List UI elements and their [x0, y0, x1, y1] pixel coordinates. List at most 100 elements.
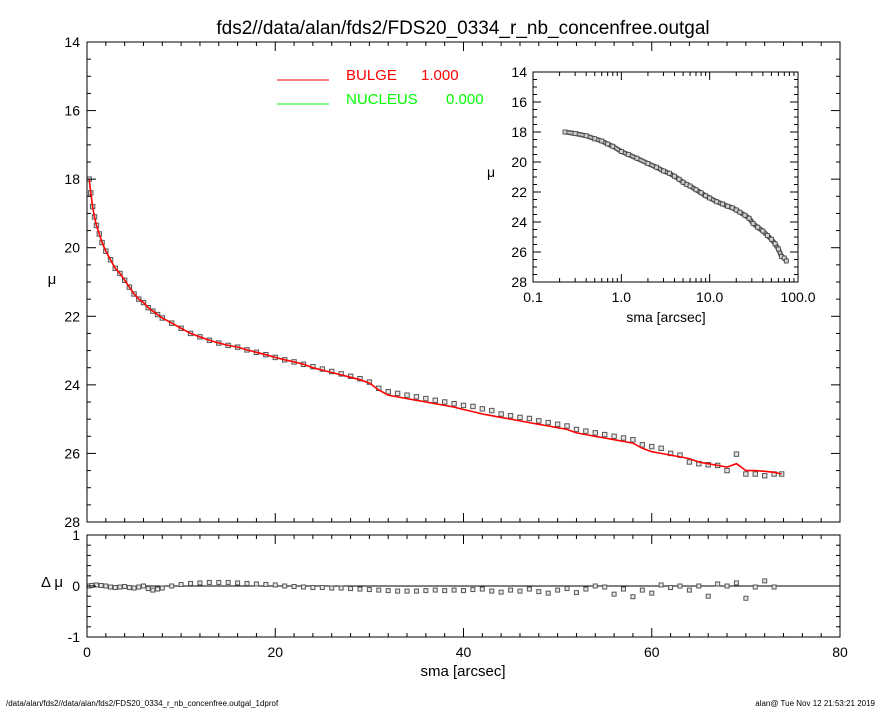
residual-point — [686, 587, 692, 593]
residual-point — [310, 585, 316, 591]
residual-point — [155, 586, 161, 592]
inset-y-tick-label: 14 — [511, 64, 527, 80]
main-y-tick-label: 14 — [64, 34, 80, 50]
residual-point — [235, 580, 241, 586]
residual-point — [752, 584, 758, 590]
data-point — [413, 394, 420, 400]
data-point — [762, 473, 768, 479]
residual-point — [225, 579, 231, 585]
residual-point — [117, 584, 123, 590]
residual-point — [253, 581, 259, 587]
residual-point — [658, 582, 664, 588]
inset-data-point — [760, 228, 766, 234]
inset-y-tick-label: 16 — [511, 94, 527, 110]
residual-point — [668, 585, 674, 591]
data-point — [649, 443, 655, 450]
inset-y-tick-label: 18 — [511, 124, 527, 140]
residual-point — [348, 586, 354, 592]
residual-point — [715, 581, 721, 587]
main-y-tick-label: 18 — [64, 171, 80, 187]
inset-y-tick-label: 22 — [511, 184, 527, 200]
inset-y-tick-label: 20 — [511, 154, 527, 170]
residual-point — [385, 588, 391, 594]
residual-point — [112, 585, 118, 591]
inset-data-point — [610, 143, 616, 149]
residual-point — [743, 595, 749, 601]
residual-point — [244, 580, 250, 586]
residual-y-tick-label: 0 — [72, 578, 80, 594]
inset-data-point — [764, 233, 770, 238]
residual-point — [357, 586, 363, 592]
inset-data-point — [737, 209, 743, 215]
main-y-tick-label: 28 — [64, 514, 80, 530]
inset-data-point — [742, 212, 748, 218]
inset-data-point — [592, 136, 598, 142]
inset-data-point — [676, 176, 682, 182]
main-y-tick-label: 24 — [64, 377, 80, 393]
residual-point — [216, 579, 222, 585]
data-point — [507, 413, 514, 419]
residual-point — [705, 593, 711, 599]
residual-point — [197, 580, 203, 586]
inset-data-point — [693, 187, 699, 193]
residual-point — [461, 588, 466, 594]
inset-data-point — [572, 131, 578, 136]
residual-point — [150, 587, 156, 593]
residual-point — [145, 586, 151, 592]
data-point — [526, 415, 533, 422]
chart-title: fds2//data/alan/fds2/FDS20_0334_r_nb_con… — [216, 18, 709, 39]
bulge-model-line — [88, 179, 782, 475]
data-point — [423, 395, 429, 402]
inset-profile-band — [562, 129, 789, 264]
main-plot: 14 16 18 20 22 24 26 28 μ BULGE 1.000 NUCLEUS 0… — [48, 34, 841, 530]
residual-point — [188, 580, 194, 586]
data-point — [385, 389, 391, 395]
residual-point — [169, 583, 175, 589]
inset-plot-frame — [532, 71, 799, 283]
residual-point — [206, 579, 212, 585]
data-point — [620, 435, 627, 441]
inset-profile-core — [564, 131, 788, 262]
inset-data-point — [769, 236, 774, 242]
residual-point — [639, 587, 645, 593]
residual-point — [649, 590, 655, 596]
legend-label-bulge: BULGE — [346, 67, 397, 84]
inset-x-axis-label: sma [arcsec] — [626, 309, 705, 325]
residual-point — [122, 584, 128, 590]
data-point — [573, 426, 580, 433]
inset-data-point — [746, 215, 752, 221]
residual-point — [140, 583, 146, 589]
inset-x-tick-label: 100.0 — [780, 289, 815, 305]
residual-point — [573, 590, 579, 596]
x-tick-label: 0 — [83, 644, 91, 660]
main-y-tick-label: 16 — [64, 103, 80, 119]
residual-point — [526, 586, 532, 592]
residual-point — [536, 589, 542, 595]
data-point — [743, 471, 749, 477]
residual-point — [98, 582, 104, 588]
inset-data-point — [783, 258, 789, 264]
residual-point — [272, 582, 278, 588]
data-point — [686, 459, 693, 465]
inset-data-point — [750, 221, 756, 226]
data-point — [536, 418, 542, 424]
residual-point — [366, 587, 372, 593]
legend-value-nucleus: 0.000 — [446, 91, 484, 108]
residual-point — [300, 584, 306, 590]
inset-data-point — [599, 138, 605, 144]
main-y-tick-label: 22 — [64, 308, 80, 324]
residual-point — [404, 588, 410, 594]
inset-data-point — [707, 195, 713, 201]
residual-point — [592, 583, 598, 589]
legend-label-nucleus: NUCLEUS — [346, 91, 418, 108]
residual-point — [103, 583, 109, 589]
residual-point — [470, 587, 476, 593]
legend-value-bulge: 1.000 — [421, 67, 459, 84]
residual-point — [136, 584, 142, 590]
residual-point — [282, 583, 288, 589]
data-point — [404, 392, 410, 398]
residual-point — [771, 584, 777, 590]
x-tick-label: 20 — [267, 644, 283, 660]
residual-point — [508, 587, 514, 593]
